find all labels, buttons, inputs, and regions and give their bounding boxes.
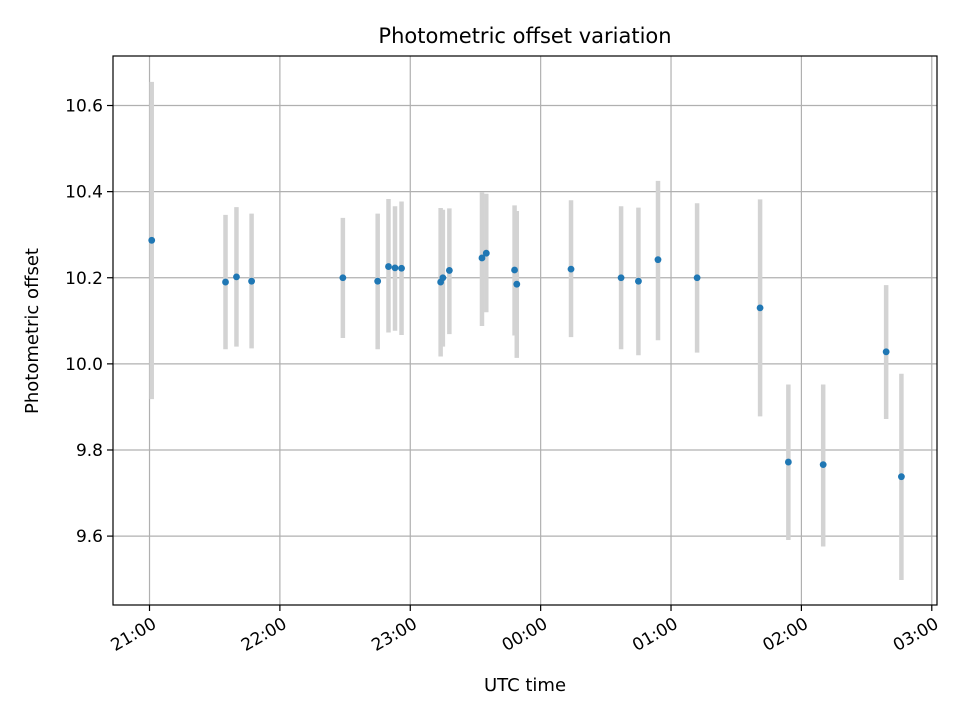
data-point [445, 267, 453, 274]
data-point [222, 278, 229, 286]
y-tick-label: 9.8 [76, 441, 103, 461]
x-axis-label: UTC time [484, 675, 566, 696]
data-point [233, 273, 240, 281]
data-point [784, 458, 792, 466]
chart-title: Photometric offset variation [378, 24, 671, 48]
y-axis-label: Photometric offset [22, 248, 43, 414]
data-point [478, 254, 486, 262]
data-point [756, 304, 764, 312]
data-point [635, 277, 642, 285]
data-point [513, 280, 521, 288]
y-tick-label: 9.6 [76, 527, 103, 547]
data-point [248, 277, 255, 285]
y-tick-label: 10.2 [65, 269, 103, 289]
plot-frame [112, 55, 938, 606]
data-point [374, 277, 382, 285]
data-point [898, 473, 905, 481]
data-point [148, 236, 156, 244]
data-point [398, 264, 405, 272]
data-point [654, 256, 662, 264]
data-point [617, 274, 625, 282]
data-points [148, 236, 905, 481]
data-point [882, 348, 890, 356]
data-point [511, 266, 518, 274]
y-tick-label: 10.0 [65, 355, 103, 375]
data-point [391, 264, 399, 272]
data-point [693, 274, 701, 282]
y-tick-label: 10.6 [65, 97, 103, 117]
y-axis-ticks: 9.6 9.8 10.0 10.2 10.4 10.6 [65, 97, 113, 547]
data-point [482, 249, 490, 257]
data-point [439, 274, 447, 282]
data-point [385, 263, 392, 270]
data-point [819, 461, 827, 469]
data-point [567, 265, 575, 273]
data-point [339, 274, 347, 282]
y-tick-label: 10.4 [65, 183, 103, 203]
